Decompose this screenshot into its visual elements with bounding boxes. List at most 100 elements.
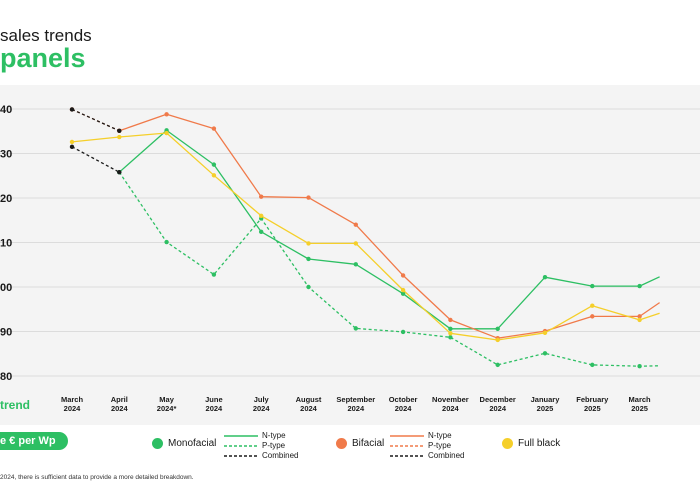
series-0-point-5 [353,262,358,267]
x-tick-month-11: February [576,395,609,404]
x-tick-year-2: 2024* [157,404,177,413]
x-tick-year-12: 2025 [631,404,648,413]
legend-monofacial-label: Monofacial [168,438,217,449]
series-5-point-0 [69,107,75,112]
x-tick-year-5: 2024 [300,404,318,413]
series-line-2 [71,146,120,173]
x-tick-month-8: November [432,395,469,404]
series-3-point-7 [448,317,453,323]
series-3-point-2 [211,126,217,131]
series-6-point-5 [306,241,311,246]
series-3-point-4 [306,195,311,200]
page-title-line2: panels [0,43,86,73]
unit-badge: e € per Wp [0,432,68,450]
series-6-point-11 [590,303,595,308]
legend-mono-ntype-label: N-type [262,431,286,440]
series-line-3 [119,113,660,339]
legend-bi-ntype-label: N-type [428,431,452,440]
x-tick-year-1: 2024 [111,404,129,413]
x-tick-month-4: July [254,395,270,404]
series-line-6 [71,132,660,341]
series-1-point-2 [211,272,217,277]
series-6-point-1 [117,134,122,140]
x-tick-year-9: 2024 [489,404,507,413]
x-tick-year-8: 2024 [442,404,460,413]
series-0-point-3 [259,229,264,235]
series-6-point-4 [259,213,264,218]
series-2-point-0 [69,144,75,150]
legend-bi-combined-label: Combined [428,451,465,460]
series-5-point-1 [117,128,122,134]
y-tick-label-5: 30 [0,149,12,161]
x-tick-month-3: June [205,395,223,404]
series-1-point-7 [448,335,453,340]
series-0-point-10 [590,283,595,289]
x-tick-month-7: October [389,395,418,404]
series-1-point-8 [495,362,500,368]
series-1-point-6 [400,329,406,335]
y-tick-label-4: 20 [0,193,12,205]
x-tick-month-12: March [629,395,652,404]
page-title-line1: sales trends [0,26,92,45]
series-6-point-10 [542,330,548,336]
series-1-point-4 [306,284,311,290]
x-tick-year-3: 2024 [206,404,224,413]
series-1-point-10 [590,362,595,368]
x-tick-month-2: May [159,395,174,404]
series-0-point-11 [637,283,642,289]
series-0-point-8 [495,326,500,332]
x-tick-month-9: December [480,395,516,404]
series-0-point-4 [306,256,311,262]
y-tick-label-1: 90 [0,327,12,339]
x-tick-month-0: March [61,395,84,404]
series-line-5 [71,108,120,132]
legend-bi-ptype-label: P-type [428,441,452,450]
series-3-point-11 [637,314,642,319]
x-tick-year-7: 2024 [395,404,413,413]
x-tick-month-6: September [336,395,375,404]
series-3-point-3 [259,194,264,199]
x-tick-year-11: 2025 [584,404,601,413]
legend-fullblack-label: Full black [518,438,561,449]
x-tick-year-10: 2025 [537,404,554,413]
series-0-point-9 [542,275,548,280]
series-1-point-1 [164,239,169,245]
series-6-point-6 [353,241,358,246]
series-6-point-2 [164,130,169,136]
series-3-point-5 [353,222,358,227]
series-3-point-6 [400,273,406,278]
series-3-point-1 [164,112,169,117]
legend-bifacial-label: Bifacial [352,438,385,449]
y-tick-label-3: 10 [0,238,12,250]
x-tick-month-1: April [111,395,128,404]
x-tick-year-4: 2024 [253,404,271,413]
footnote: 2024, there is sufficient data to provid… [0,474,194,481]
y-tick-label-6: 40 [0,104,12,116]
legend-mono-combined-label: Combined [262,451,299,460]
series-6-point-12 [637,317,642,323]
series-0-point-2 [211,162,217,167]
series-6-point-0 [69,139,75,145]
series-1-point-9 [542,351,548,356]
legend-bifacial-dot [336,438,347,449]
y-tick-label-2: 00 [0,282,12,294]
series-3-point-10 [590,314,595,319]
series-6-point-7 [400,287,406,293]
trend-label: trend [0,398,30,412]
series-2-point-1 [117,169,122,175]
series-6-point-8 [448,331,453,336]
series-6-point-9 [495,337,500,343]
series-line-0 [118,129,660,330]
series-1-point-11 [637,364,642,369]
plot-background [0,85,700,425]
x-tick-month-10: January [531,395,561,404]
series-6-point-3 [211,173,217,178]
legend-mono-ptype-label: P-type [262,441,286,450]
series-1-point-5 [353,326,358,331]
series-0-point-7 [448,326,453,332]
series-0-point-6 [400,291,406,296]
legend-monofacial-dot [152,438,163,449]
y-tick-label-0: 80 [0,371,12,383]
series-line-1 [118,171,660,367]
